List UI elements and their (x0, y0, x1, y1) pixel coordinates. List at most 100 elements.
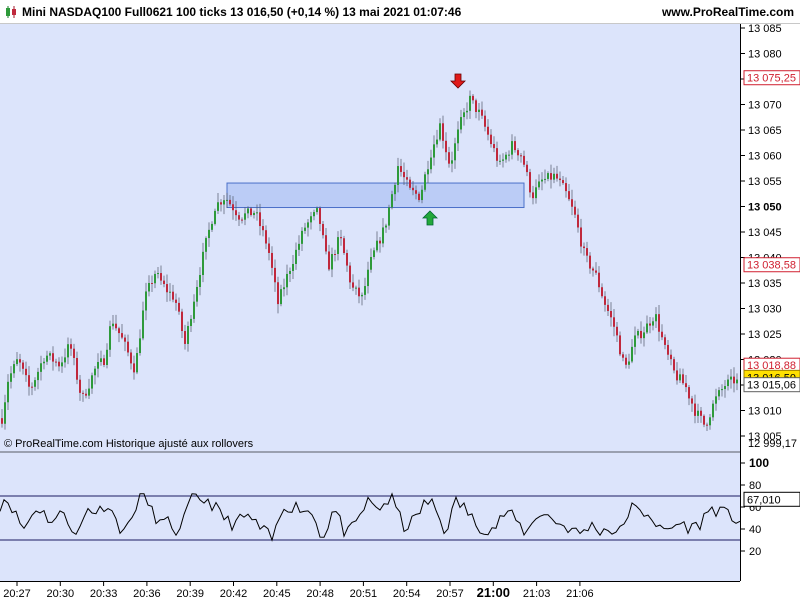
candle-body (148, 283, 150, 292)
price-tick-label: 13 025 (748, 329, 782, 341)
candle-body (529, 172, 531, 193)
candle-body (436, 139, 438, 145)
candle-body (112, 323, 114, 327)
candle-body (607, 304, 609, 312)
time-tick-label: 20:36 (133, 588, 161, 600)
time-tick-label: 20:54 (393, 588, 421, 600)
candle-body (475, 100, 477, 112)
candle-body (562, 180, 564, 184)
candle-body (550, 173, 552, 180)
high-price-badge (743, 70, 800, 86)
candle-body (79, 379, 81, 393)
price-tick-label: 13 060 (748, 151, 782, 163)
candle-body (397, 166, 399, 185)
candle-body (121, 333, 123, 338)
candle-body (679, 374, 681, 381)
candle-body (145, 291, 147, 311)
time-tick-label: 21:06 (566, 588, 594, 600)
mid-price-badge (743, 257, 800, 273)
candle-body (274, 267, 276, 283)
candle-body (706, 424, 708, 426)
candle-body (199, 275, 201, 287)
candle-body (589, 255, 591, 269)
candle-body (592, 268, 594, 271)
candle-body (130, 352, 132, 364)
rsi-tick-label: 20 (749, 546, 761, 558)
candle-body (493, 144, 495, 149)
candle-body (724, 386, 726, 390)
candle-body (109, 326, 111, 350)
candle-body (583, 246, 585, 249)
candle-body (262, 226, 264, 231)
time-tick-label: 20:39 (176, 588, 204, 600)
candle-body (412, 187, 414, 191)
candle-body (655, 314, 657, 322)
candle-body (667, 344, 669, 355)
candle-body (205, 238, 207, 252)
candle-body (709, 417, 711, 426)
candle-body (595, 270, 597, 273)
candle-body (304, 227, 306, 231)
axis-corner (740, 581, 800, 600)
candle-body (250, 208, 252, 216)
candle-body (616, 326, 618, 336)
up-arrow-icon[interactable] (422, 210, 438, 226)
candle-body (31, 386, 33, 388)
candle-body (322, 223, 324, 236)
candle-body (400, 166, 402, 172)
candle-body (370, 257, 372, 270)
candle-body (289, 270, 291, 274)
rsi-indicator-pane[interactable] (0, 453, 741, 581)
candle-body (229, 199, 231, 205)
time-axis[interactable]: 20:27 20:30 20:33 20:36 20:39 20:42 20:45 20:48… (0, 581, 740, 601)
candle-body (661, 331, 663, 338)
down-arrow-icon[interactable] (450, 73, 466, 89)
candle-body (280, 289, 282, 305)
pane-separator[interactable] (0, 451, 800, 453)
candle-body (271, 252, 273, 268)
candle-body (241, 219, 243, 221)
candle-body (223, 200, 225, 205)
candle-body (226, 199, 228, 201)
time-tick-label: 20:33 (90, 588, 118, 600)
candle-body (277, 282, 279, 305)
candle-body (154, 273, 156, 284)
candle-body (445, 140, 447, 153)
time-tick-label: 21:03 (523, 588, 551, 600)
candle-body (559, 178, 561, 181)
candle-body (658, 314, 660, 332)
time-tick-label: 20:48 (306, 588, 334, 600)
candle-body (106, 349, 108, 365)
candle-body (733, 376, 735, 384)
candle-body (127, 341, 129, 353)
candle-body (238, 215, 240, 220)
candle-body (253, 212, 255, 216)
site-link[interactable]: www.ProRealTime.com (661, 5, 794, 19)
price-chart-pane[interactable] (0, 24, 740, 452)
candle-body (64, 357, 66, 363)
candle-body (652, 321, 654, 326)
rsi-line (0, 492, 741, 542)
candle-body (88, 388, 90, 396)
candle-body (448, 152, 450, 164)
candle-body (631, 346, 633, 362)
support-zone[interactable] (226, 182, 525, 209)
candle-body (247, 208, 249, 214)
rsi-current-badge (743, 491, 800, 507)
candle-body (49, 353, 51, 356)
candle-body (601, 287, 603, 297)
candle-body (736, 379, 738, 384)
candle-body (319, 208, 321, 224)
candle-body (547, 173, 549, 179)
candle-body (538, 181, 540, 188)
price-chart (1, 73, 738, 432)
candle-body (298, 243, 300, 250)
candle-body (94, 368, 96, 376)
candle-body (268, 243, 270, 253)
candle-body (508, 154, 510, 156)
candle-body (334, 254, 336, 256)
candle-body (496, 148, 498, 161)
candle-body (391, 194, 393, 208)
candle-body (244, 213, 246, 220)
